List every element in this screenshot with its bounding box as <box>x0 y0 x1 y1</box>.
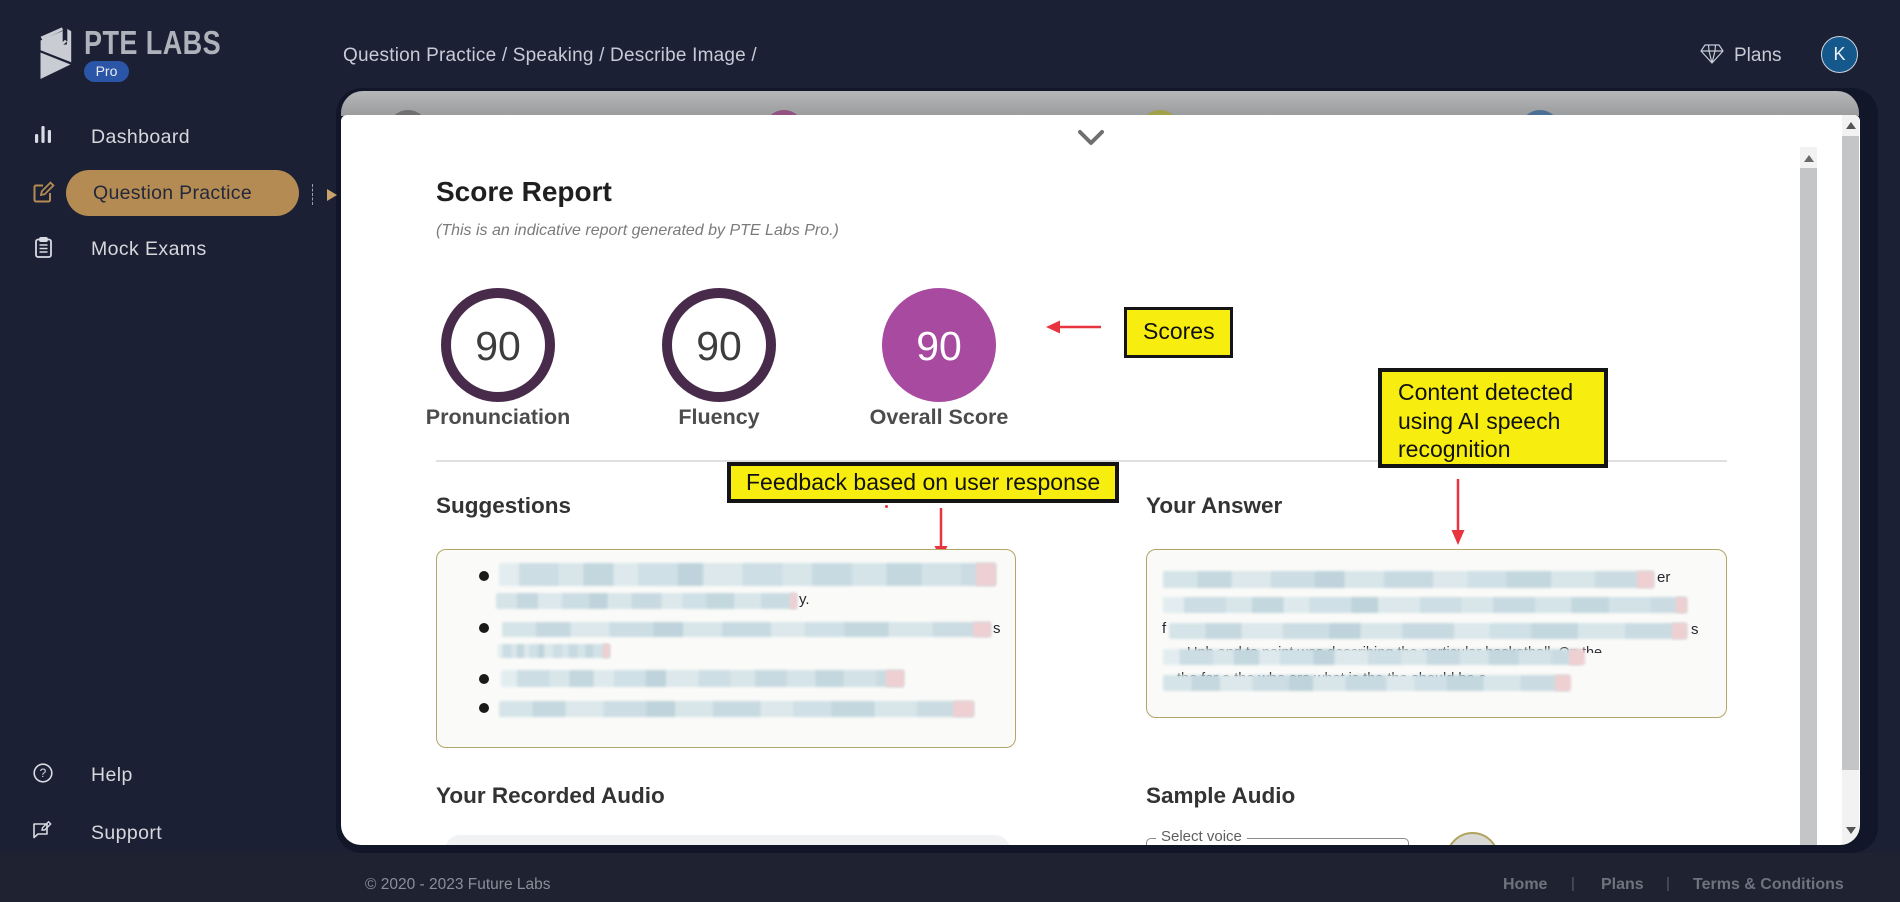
svg-text:?: ? <box>40 766 47 780</box>
